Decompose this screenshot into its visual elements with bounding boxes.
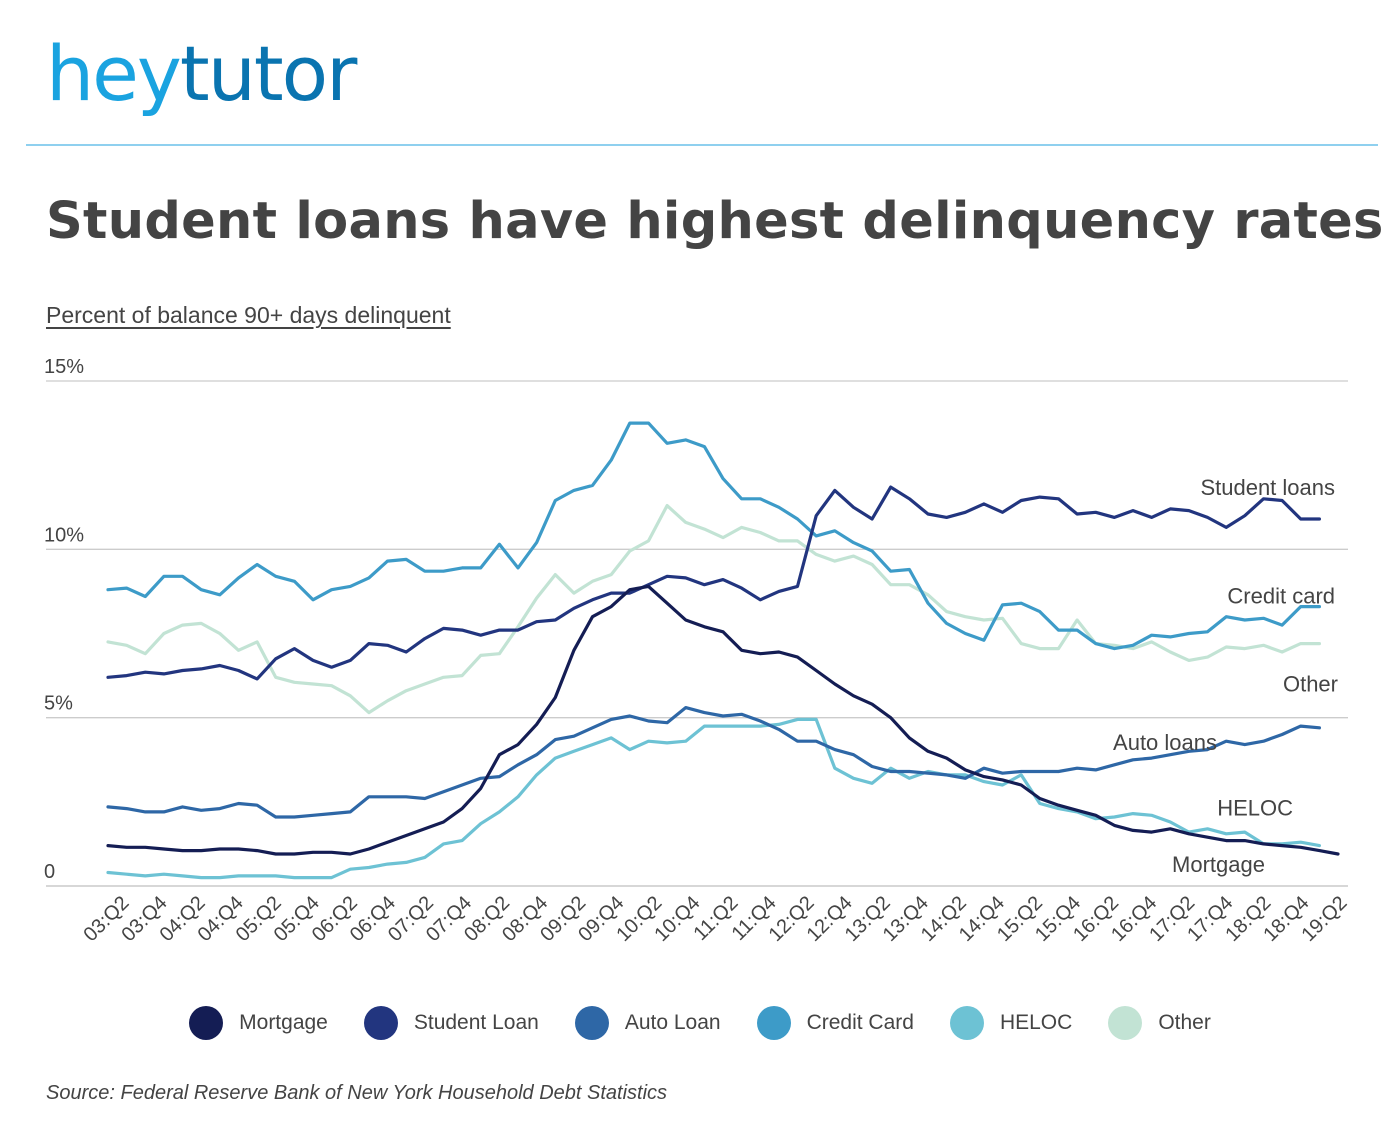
series-line-auto-loan: [106, 706, 1322, 819]
series-line-heloc: [106, 717, 1322, 880]
legend-swatch: [574, 1006, 609, 1040]
legend-label: Credit Card: [806, 1011, 914, 1034]
chart-legend: Mortgage Student Loan Auto Loan Credit Card…: [0, 1006, 1400, 1040]
source-note: Source: Federal Reserve Bank of New York…: [46, 1082, 668, 1104]
legend-swatch: [1108, 1006, 1143, 1040]
legend-label: Other: [1158, 1011, 1211, 1034]
legend-swatch: [189, 1006, 224, 1040]
legend-item-mortgage: Mortgage: [189, 1006, 328, 1040]
annotation-student-loan: Student loans: [1200, 475, 1335, 500]
logo-part-hey: hey: [46, 29, 182, 118]
series-line-student-loan: [106, 485, 1322, 681]
legend-item-other: Other: [1108, 1006, 1211, 1040]
y-tick-label: 10%: [44, 524, 84, 546]
series-line-credit-card: [106, 421, 1322, 651]
legend-item-credit-card: Credit Card: [756, 1006, 914, 1040]
line-chart: 05%10%15%03:Q203:Q404:Q204:Q405:Q205:Q40…: [44, 356, 1352, 946]
annotation-mortgage: Mortgage: [1172, 852, 1265, 877]
legend-label: Auto Loan: [624, 1011, 721, 1034]
legend-swatch: [949, 1006, 984, 1040]
series-line-mortgage: [106, 584, 1340, 856]
legend-label: HELOC: [999, 1011, 1073, 1034]
legend-item-heloc: HELOC: [949, 1006, 1073, 1040]
heytutor-logo[interactable]: heytutor: [46, 36, 357, 112]
logo-part-tutor: tutor: [179, 29, 358, 118]
legend-item-auto-loan: Auto Loan: [574, 1006, 721, 1040]
legend-label: Student Loan: [413, 1011, 539, 1034]
y-tick-label: 15%: [44, 356, 84, 378]
legend-label: Mortgage: [239, 1011, 328, 1034]
y-tick-label: 0: [44, 861, 55, 883]
legend-swatch: [756, 1006, 791, 1040]
legend-item-student-loan: Student Loan: [363, 1006, 539, 1040]
annotation-credit-card: Credit card: [1227, 584, 1335, 609]
series-line-other: [106, 504, 1322, 715]
legend-swatch: [363, 1006, 398, 1040]
chart-subtitle: Percent of balance 90+ days delinquent: [46, 302, 451, 328]
annotation-auto-loan: Auto loans: [1113, 730, 1217, 755]
annotation-heloc: HELOC: [1217, 796, 1293, 821]
y-tick-label: 5%: [44, 693, 73, 715]
chart-title: Student loans have highest delinquency r…: [46, 192, 1384, 251]
annotation-other: Other: [1283, 672, 1338, 697]
header-divider: [26, 144, 1378, 146]
